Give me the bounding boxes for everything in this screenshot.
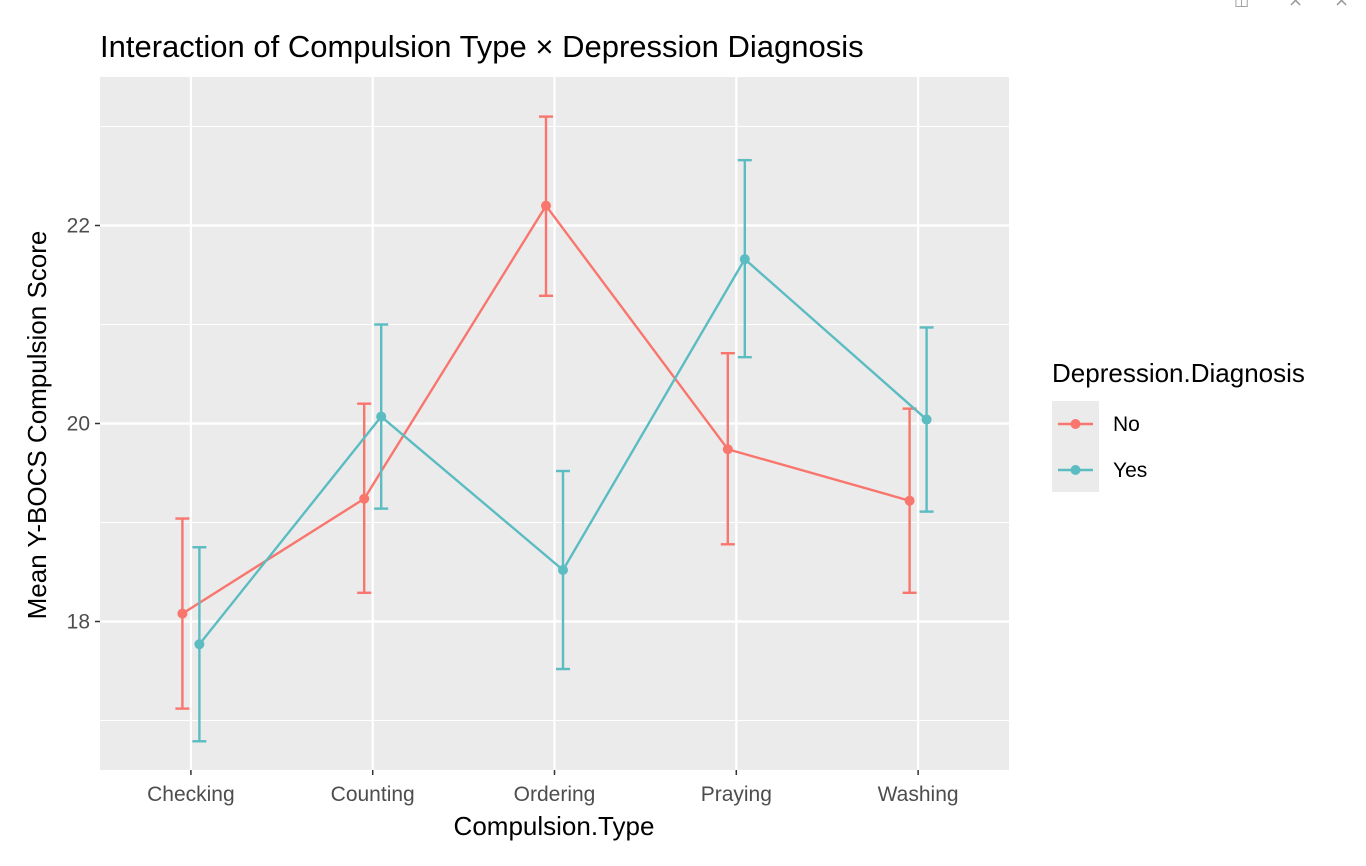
data-point [177, 608, 188, 619]
series-no [175, 115, 917, 710]
data-point [194, 639, 205, 650]
y-tick-label: 22 [67, 215, 90, 238]
chart-title: Interaction of Compulsion Type × Depress… [100, 29, 864, 64]
series-yes [192, 158, 934, 743]
y-axis-title: Mean Y-BOCS Compulsion Score [22, 231, 52, 620]
x-tick-label: Checking [147, 783, 235, 806]
y-tick-label: 18 [67, 611, 90, 634]
x-tick-label: Counting [331, 783, 415, 806]
legend-label: Yes [1113, 459, 1147, 482]
x-tick-label: Ordering [514, 783, 596, 806]
legend-items: No Yes [1058, 413, 1147, 482]
data-point [921, 414, 932, 425]
data-point [739, 254, 750, 265]
legend-key-point [1070, 465, 1081, 475]
popout-icon[interactable]: ◫ [1234, 0, 1249, 8]
data-point [541, 200, 551, 211]
legend-key-point [1070, 419, 1081, 429]
x-tick-label: Praying [701, 783, 772, 806]
close-icon[interactable]: × [1288, 0, 1304, 11]
data-point [722, 444, 733, 455]
legend: Depression.Diagnosis No Yes [1052, 358, 1305, 492]
x-tick-label: Washing [878, 783, 959, 806]
data-point [904, 495, 915, 506]
data-point [376, 411, 387, 422]
series-layer [175, 115, 934, 743]
legend-title: Depression.Diagnosis [1052, 358, 1305, 388]
data-point [558, 565, 568, 576]
y-tick-label: 20 [67, 413, 90, 436]
x-axis-title: Compulsion.Type [454, 811, 655, 841]
tick-labels: 18 20 22 Checking Counting Ordering Praying Was… [67, 215, 959, 807]
legend-label: No [1113, 413, 1140, 436]
data-point [359, 493, 370, 504]
legend-key-background [1052, 401, 1099, 492]
close-all-icon[interactable]: × [1334, 0, 1350, 11]
gridlines [100, 77, 1009, 770]
